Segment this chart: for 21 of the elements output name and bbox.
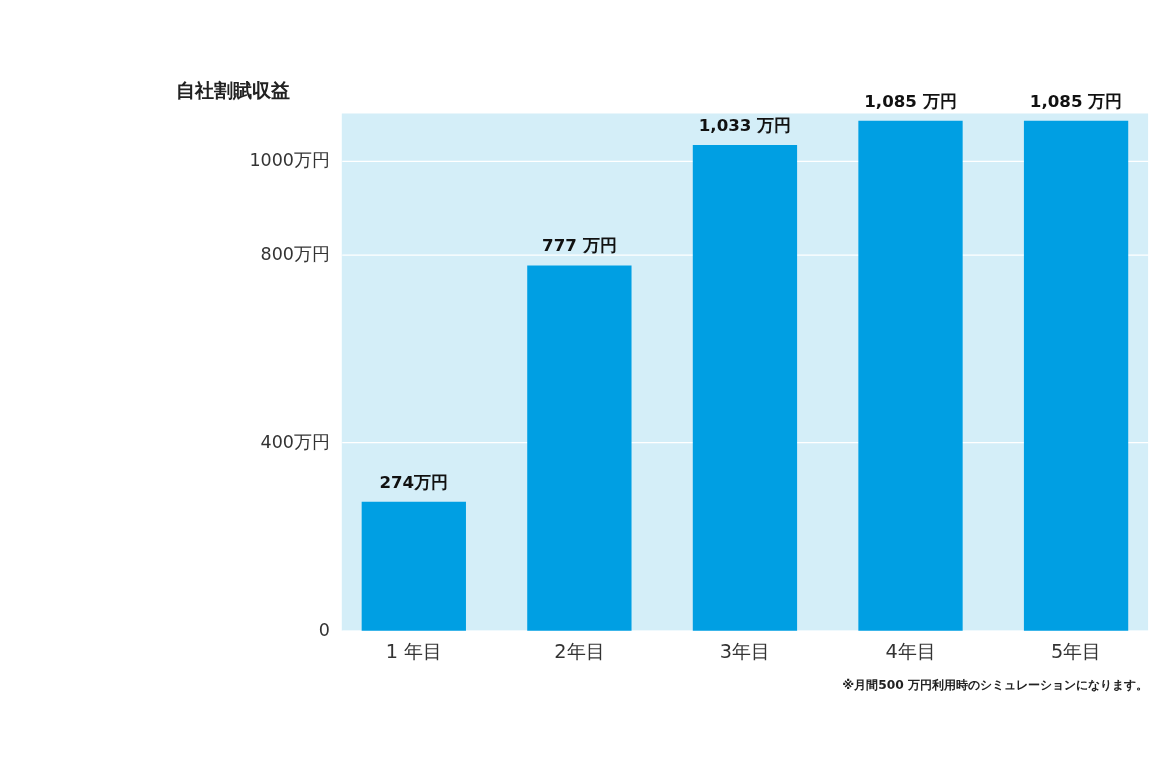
x-tick-label: 1 年目 [385, 640, 443, 664]
x-tick-label: 5年目 [1050, 640, 1102, 664]
data-label: 1,085 万円 [864, 91, 957, 111]
y-tick-label: 800万円 [260, 244, 330, 265]
y-axis-title: 自社割賦収益 [175, 79, 290, 103]
x-tick-label: 3年目 [719, 640, 771, 664]
x-tick-label: 4年目 [885, 640, 936, 664]
bar [361, 501, 466, 631]
data-label: 274万円 [379, 472, 449, 492]
bar [1023, 120, 1129, 631]
x-tick-label: 2年目 [554, 640, 605, 664]
bar [527, 265, 632, 631]
data-label: 1,033 万円 [698, 116, 792, 136]
bar [858, 120, 963, 631]
y-tick-label: 1000万円 [249, 150, 330, 171]
y-tick-label: 0 [318, 620, 330, 641]
y-tick-label: 400万円 [260, 432, 330, 453]
data-label: 1,085 万円 [1029, 91, 1123, 111]
data-label: 777 万円 [542, 236, 617, 256]
text: ※月間500 万円利用時のシミュレーションになります。 [842, 677, 1149, 692]
bar [692, 145, 798, 631]
